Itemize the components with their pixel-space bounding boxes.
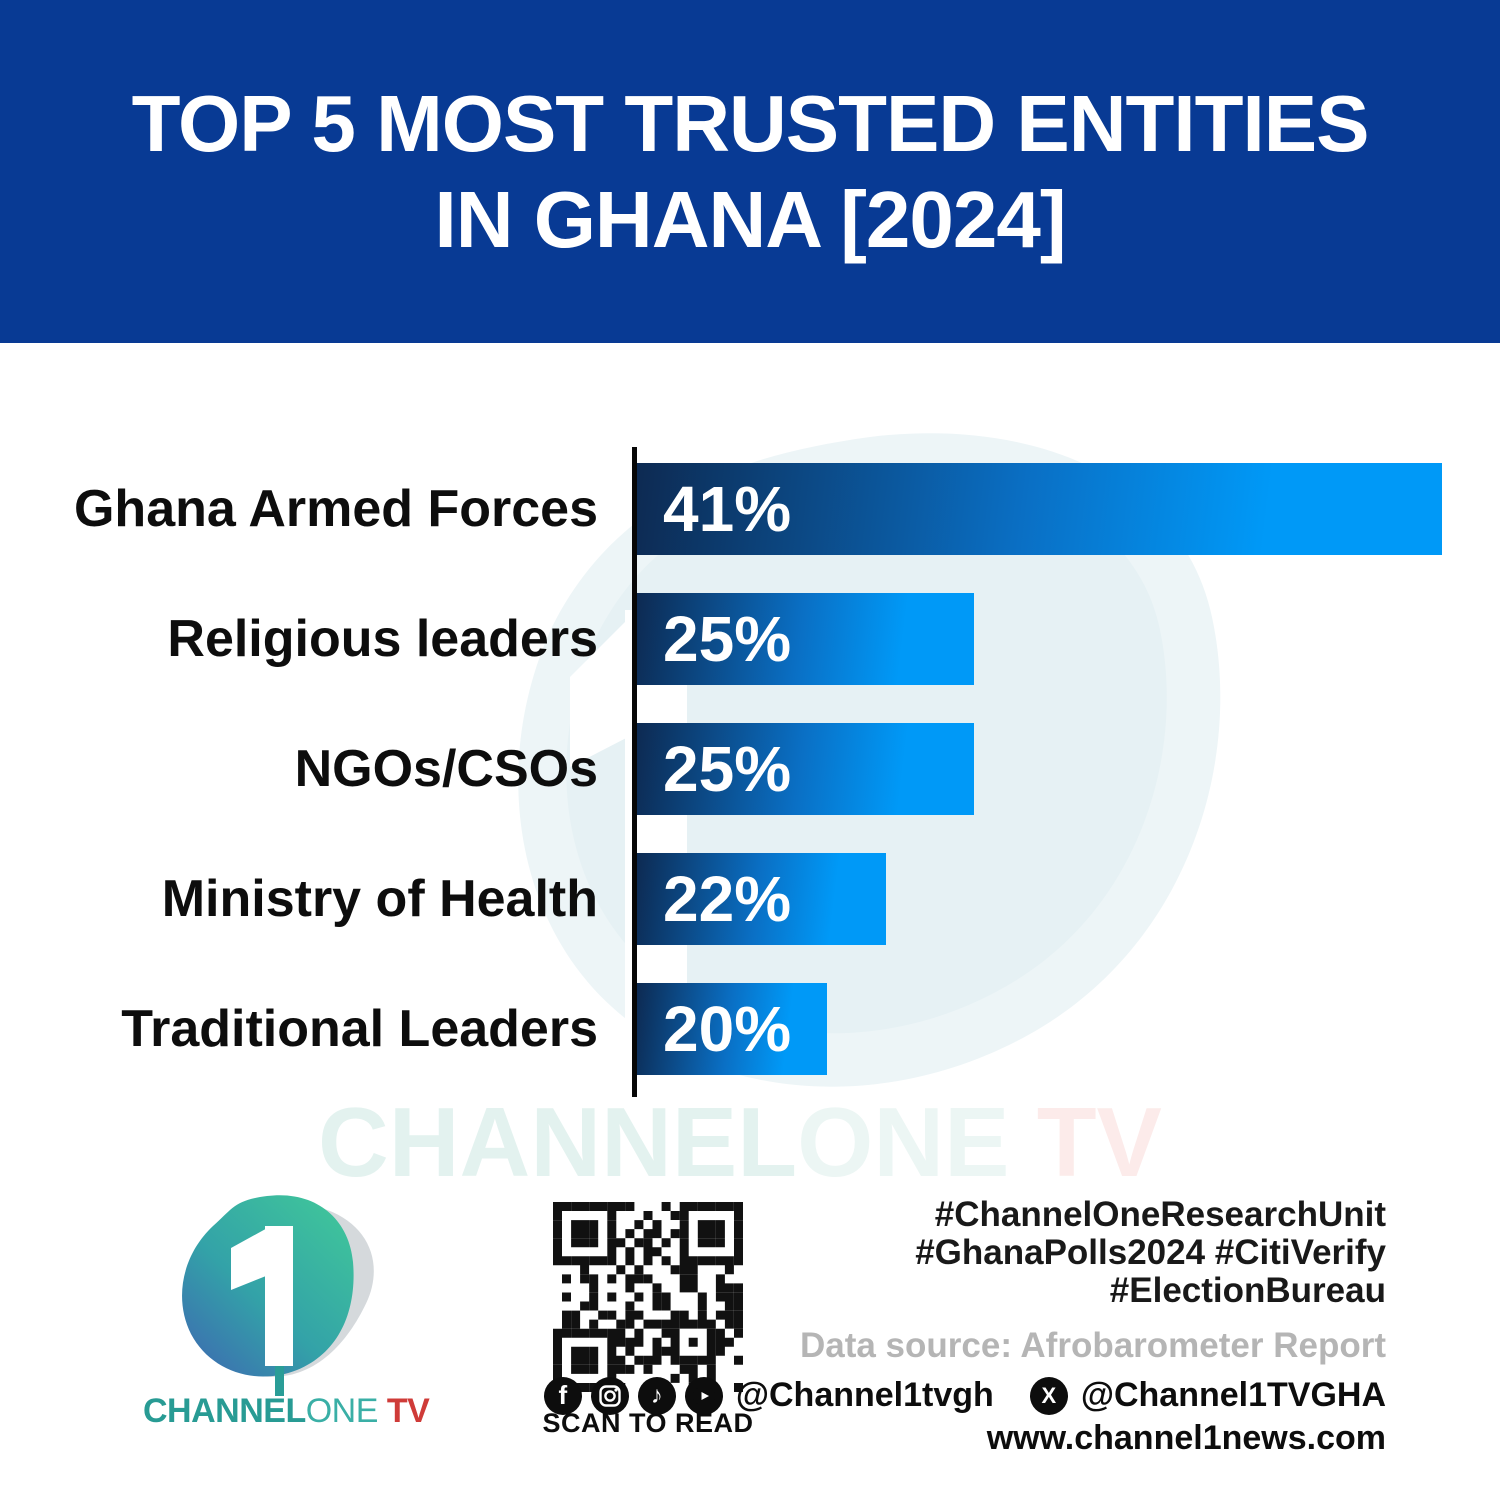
- hashtag-line-3: #ElectionBureau: [1109, 1271, 1386, 1310]
- bar: 22%: [637, 853, 886, 945]
- logo-wordmark-channel: CHANNEL: [143, 1392, 306, 1430]
- title-banner: TOP 5 MOST TRUSTED ENTITIES IN GHANA [20…: [0, 0, 1500, 343]
- category-label: Ministry of Health: [161, 870, 598, 928]
- qr-code: [553, 1202, 743, 1392]
- chart-axis-line: [632, 447, 637, 1097]
- category-label: Religious leaders: [167, 610, 598, 668]
- youtube-icon: [684, 1376, 723, 1415]
- bar-value-label: 41%: [663, 473, 792, 545]
- bar-value-label: 25%: [663, 603, 792, 675]
- watermark-wordmark: CHANNELONE TV: [318, 1086, 1162, 1199]
- footer-right-block: #ChannelOneResearchUnit #GhanaPolls2024 …: [543, 1196, 1386, 1458]
- handle-x: @Channel1TVGHA: [1080, 1376, 1386, 1414]
- logo-wordmark-tv: TV: [377, 1392, 430, 1430]
- watermark-channel: CHANNEL: [318, 1087, 798, 1197]
- bar: 25%: [637, 593, 974, 685]
- tiktok-icon: ♪: [637, 1376, 676, 1415]
- bar: 41%: [637, 463, 1442, 555]
- handle-main: @Channel1tvgh: [735, 1376, 994, 1414]
- page-title-line1: TOP 5 MOST TRUSTED ENTITIES: [131, 78, 1370, 168]
- bar-value-label: 25%: [663, 733, 792, 805]
- logo-wordmark: CHANNELONE TV: [143, 1392, 430, 1431]
- bar: 25%: [637, 723, 974, 815]
- x-twitter-icon: X: [1029, 1376, 1068, 1415]
- website-url: www.channel1news.com: [986, 1419, 1386, 1457]
- watermark-tv: TV: [1009, 1087, 1162, 1197]
- logo-one-flag: [231, 1226, 271, 1290]
- data-source-text: Data source: Afrobarometer Report: [799, 1326, 1386, 1365]
- bar: 20%: [637, 983, 827, 1075]
- hashtag-line-1: #ChannelOneResearchUnit: [934, 1195, 1386, 1234]
- hashtag-line-2: #GhanaPolls2024 #CitiVerify: [915, 1233, 1386, 1272]
- bar-value-label: 20%: [663, 993, 792, 1065]
- logo-one-stem: [265, 1226, 293, 1366]
- instagram-icon: [590, 1376, 629, 1415]
- category-label: Traditional Leaders: [121, 1000, 598, 1058]
- category-label: Ghana Armed Forces: [73, 480, 598, 538]
- watermark-one: ONE: [797, 1087, 1010, 1197]
- logo-wordmark-one: ONE: [305, 1392, 379, 1430]
- facebook-icon: f: [543, 1376, 582, 1415]
- hashtag-block: #ChannelOneResearchUnit #GhanaPolls2024 …: [544, 1196, 1386, 1310]
- channel-one-logo: [182, 1195, 374, 1396]
- logo-one-descender: [275, 1366, 284, 1396]
- category-label: NGOs/CSOs: [294, 740, 598, 798]
- bar-value-label: 22%: [663, 863, 792, 935]
- social-handles-row: f ♪ @Channel1tvgh X @Channel1TVGHA: [543, 1376, 1386, 1415]
- page-title-line2: IN GHANA [2024]: [434, 174, 1066, 264]
